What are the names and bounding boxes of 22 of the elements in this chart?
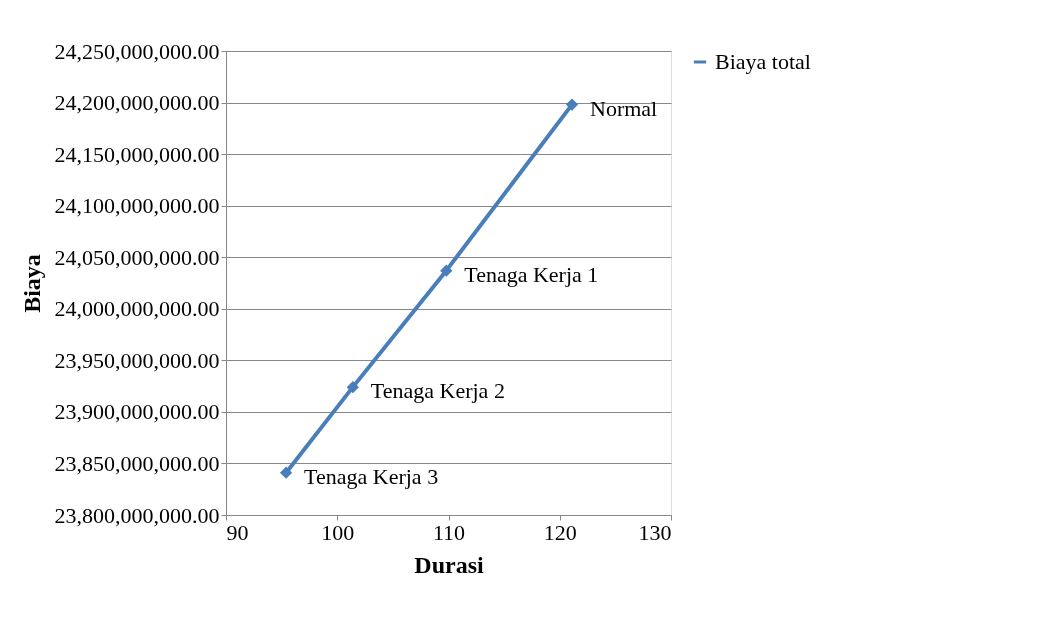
x-tick-label: 90 bbox=[226, 519, 249, 545]
y-tick-label: 23,900,000,000.00 bbox=[54, 399, 220, 425]
y-tick-label: 24,100,000,000.00 bbox=[54, 193, 220, 219]
y-axis-title: Biaya bbox=[18, 254, 45, 313]
x-tick-label: 120 bbox=[543, 519, 577, 545]
y-tick-label: 23,850,000,000.00 bbox=[54, 450, 220, 476]
legend-label: Biaya total bbox=[715, 49, 811, 74]
y-tick-label: 23,950,000,000.00 bbox=[54, 347, 220, 373]
y-tick-label: 24,150,000,000.00 bbox=[54, 141, 220, 167]
x-tick-label: 100 bbox=[321, 519, 355, 545]
annotation: Normal bbox=[589, 95, 658, 121]
y-tick-label: 24,200,000,000.00 bbox=[54, 90, 220, 116]
x-tick-label: 110 bbox=[432, 519, 466, 545]
y-tick-label: 24,000,000,000.00 bbox=[54, 296, 220, 322]
annotation: Tenaga Kerja 3 bbox=[304, 463, 439, 489]
y-tick-label: 24,250,000,000.00 bbox=[54, 38, 220, 64]
x-axis-title: Durasi bbox=[414, 551, 484, 578]
y-tick-label: 23,800,000,000.00 bbox=[54, 502, 220, 528]
annotation: Tenaga Kerja 1 bbox=[464, 261, 599, 287]
y-tick-label: 24,050,000,000.00 bbox=[54, 244, 220, 270]
annotation: Tenaga Kerja 2 bbox=[370, 378, 505, 404]
x-tick-label: 130 bbox=[638, 519, 672, 545]
